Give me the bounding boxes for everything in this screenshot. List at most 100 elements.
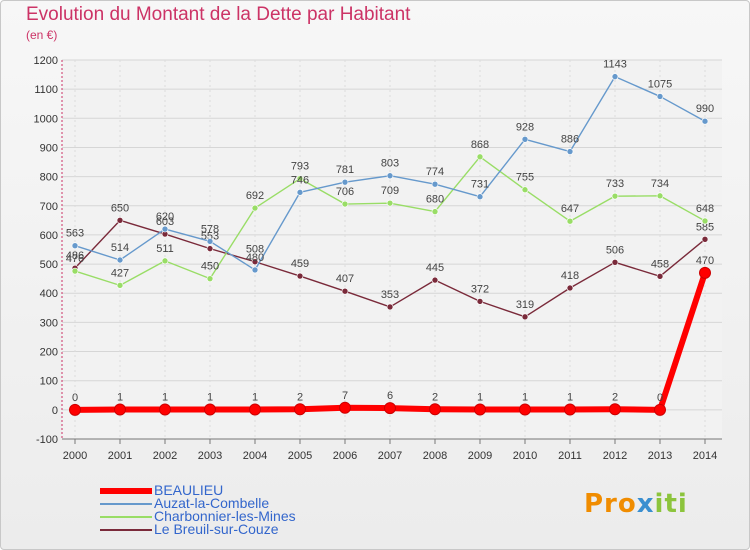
data-label: 418 [561, 270, 579, 282]
data-label: 1 [162, 392, 168, 404]
data-label: 450 [201, 261, 219, 273]
data-label: 6 [387, 390, 393, 402]
data-point [386, 303, 394, 311]
x-tick-label: 2010 [513, 450, 537, 462]
data-point [431, 208, 439, 215]
legend-swatch [100, 516, 152, 518]
data-label: 1075 [648, 78, 672, 90]
data-label: 476 [66, 253, 84, 265]
data-point [611, 192, 619, 200]
data-point [161, 225, 169, 233]
data-point [654, 403, 666, 416]
data-point [71, 267, 79, 275]
data-label: 2 [297, 391, 303, 403]
data-point [114, 403, 126, 416]
data-label: 2 [612, 391, 618, 403]
x-tick-label: 2012 [603, 450, 627, 462]
data-point [116, 217, 124, 224]
data-label: 486 [66, 250, 84, 262]
y-tick-label: 900 [40, 142, 58, 154]
legend-label: Charbonnier-les-Mines [154, 508, 296, 524]
data-point [296, 175, 304, 182]
data-label: 793 [291, 161, 309, 173]
data-label: 1143 [603, 59, 627, 71]
plot-area [62, 60, 722, 439]
data-label: 868 [471, 139, 489, 151]
data-point [566, 284, 574, 292]
data-label: 733 [606, 178, 624, 190]
data-point [204, 403, 216, 416]
data-label: 648 [696, 203, 714, 215]
data-point [431, 276, 439, 284]
data-label: 990 [696, 103, 714, 115]
data-label: 680 [426, 194, 444, 206]
data-label: 734 [651, 178, 669, 190]
data-point [474, 403, 486, 416]
data-label: 755 [516, 172, 534, 184]
data-label: 1 [252, 392, 258, 404]
data-label: 1 [522, 392, 528, 404]
data-point [161, 257, 169, 265]
y-tick-label: 0 [52, 405, 58, 417]
data-label: 585 [696, 221, 714, 233]
data-point [341, 287, 349, 295]
data-label: 1 [117, 392, 123, 404]
data-point [384, 402, 396, 415]
legend-label: BEAULIEU [154, 482, 224, 498]
y-tick-label: 1000 [34, 113, 58, 125]
legend-item: Auzat-la-Combelle [100, 495, 420, 512]
proxiti-logo: Proxiti [584, 489, 688, 519]
y-tick-label: 200 [40, 347, 58, 359]
data-label: 709 [381, 185, 399, 197]
data-point [611, 259, 619, 266]
x-tick-label: 2007 [378, 450, 402, 462]
data-point [251, 258, 259, 266]
data-label: 7 [342, 390, 348, 402]
data-point [521, 135, 529, 143]
y-tick-label: -100 [36, 434, 58, 446]
data-label: 803 [381, 158, 399, 170]
legend-item: Charbonnier-les-Mines [100, 508, 420, 525]
data-label: 692 [246, 190, 264, 202]
data-point [656, 93, 664, 100]
data-label: 731 [471, 179, 489, 191]
y-tick-label: 500 [40, 259, 58, 271]
data-label: 427 [111, 267, 129, 279]
y-tick-label: 700 [40, 201, 58, 213]
data-point [294, 403, 306, 416]
data-point [519, 403, 531, 416]
data-point [701, 235, 709, 243]
data-point [699, 266, 711, 279]
data-point [566, 148, 574, 155]
data-point [609, 403, 621, 416]
x-tick-label: 2005 [288, 450, 312, 462]
y-tick-label: 800 [40, 172, 58, 184]
x-tick-label: 2000 [63, 450, 87, 462]
data-label: 506 [606, 244, 624, 256]
data-point [296, 272, 304, 280]
x-tick-label: 2011 [558, 450, 582, 462]
data-point [611, 73, 619, 80]
data-point [564, 403, 576, 416]
data-point [69, 403, 81, 416]
x-tick-label: 2008 [423, 450, 447, 462]
data-point [566, 217, 574, 225]
data-point [341, 200, 349, 208]
data-label: 706 [336, 186, 354, 198]
y-tick-label: 400 [40, 288, 58, 300]
data-label: 445 [426, 262, 444, 274]
data-label: 928 [516, 121, 534, 133]
data-point [431, 180, 439, 188]
legend-swatch [100, 529, 152, 531]
y-tick-label: 600 [40, 230, 58, 242]
data-point [656, 273, 664, 280]
x-tick-label: 2002 [153, 450, 177, 462]
data-label: 886 [561, 134, 579, 146]
data-label: 563 [66, 228, 84, 240]
y-tick-label: 1100 [34, 84, 58, 96]
legend-label: Le Breuil-sur-Couze [154, 521, 279, 537]
data-point [656, 192, 664, 200]
data-label: 0 [72, 392, 78, 404]
y-tick-label: 1200 [34, 55, 58, 67]
